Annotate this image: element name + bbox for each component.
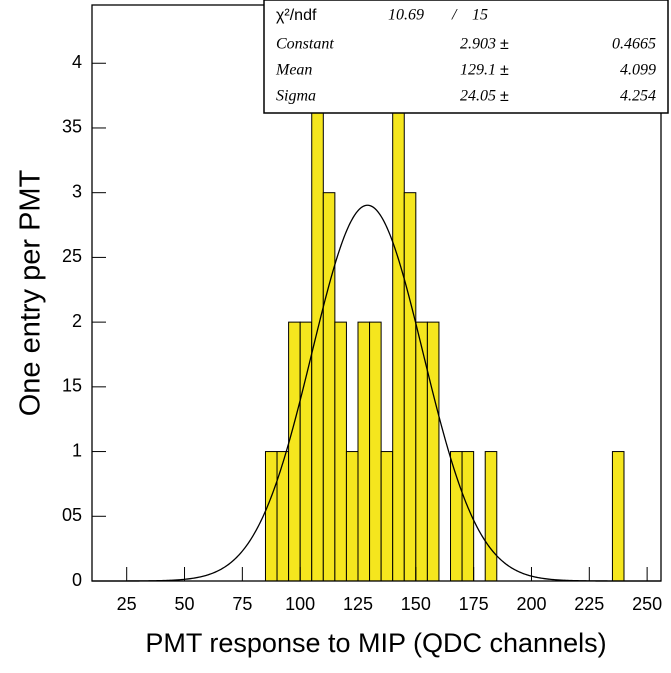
y-tick-label: 0 [72,570,82,590]
bar [357,321,371,582]
stats-pm: ± [500,36,509,53]
x-axis-title: PMT response to MIP (QDC channels) [145,628,606,658]
y-tick-label: 2 [72,311,82,331]
bar [484,451,498,582]
stats-chi2-label: χ²/ndf [276,7,317,24]
y-tick-label: 1 [72,440,82,460]
bar [450,451,463,582]
x-tick-label: 225 [574,594,604,614]
stats-param-value: 2.903 [460,36,496,53]
x-tick-label: 125 [343,594,373,614]
bar [334,321,347,582]
x-tick-label: 50 [175,594,195,614]
stats-param-error: 4.099 [620,62,656,79]
y-tick-label: 35 [62,117,82,137]
bar [264,451,278,582]
bar [322,192,336,582]
bar [369,321,382,582]
x-tick-label: 150 [401,594,431,614]
stats-ndf: 15 [472,7,488,24]
stats-param-name: Mean [275,62,312,79]
bar [276,451,290,582]
stats-separator: / [451,7,458,24]
y-tick-label: 4 [72,52,82,72]
stats-param-name: Constant [276,36,334,53]
bar [611,451,625,582]
stats-param-error: 4.254 [620,88,656,105]
stats-chi2: 10.69 [388,7,424,24]
bar [345,451,359,582]
bar [311,62,324,582]
stats-param-value: 129.1 [460,62,496,79]
x-tick-label: 175 [459,594,489,614]
stats-pm: ± [500,62,509,79]
bar [380,451,394,582]
y-tick-label: 05 [62,505,82,525]
x-tick-label: 250 [632,594,662,614]
stats-param-name: Sigma [276,88,316,105]
x-tick-label: 75 [232,594,252,614]
y-axis-title: One entry per PMT [15,169,47,416]
stats-param-error: 0.4665 [612,36,656,53]
y-tick-label: 15 [62,376,82,396]
bar [426,321,440,582]
x-tick-label: 100 [285,594,315,614]
y-tick-label: 25 [62,246,82,266]
stats-param-value: 24.05 [460,88,496,105]
bar [288,321,301,582]
stats-box [263,0,669,114]
x-tick-label: 25 [117,594,137,614]
y-tick-label: 3 [72,181,82,201]
bar [403,192,417,582]
bar [392,62,405,582]
x-tick-label: 200 [516,594,546,614]
stats-pm: ± [500,88,509,105]
